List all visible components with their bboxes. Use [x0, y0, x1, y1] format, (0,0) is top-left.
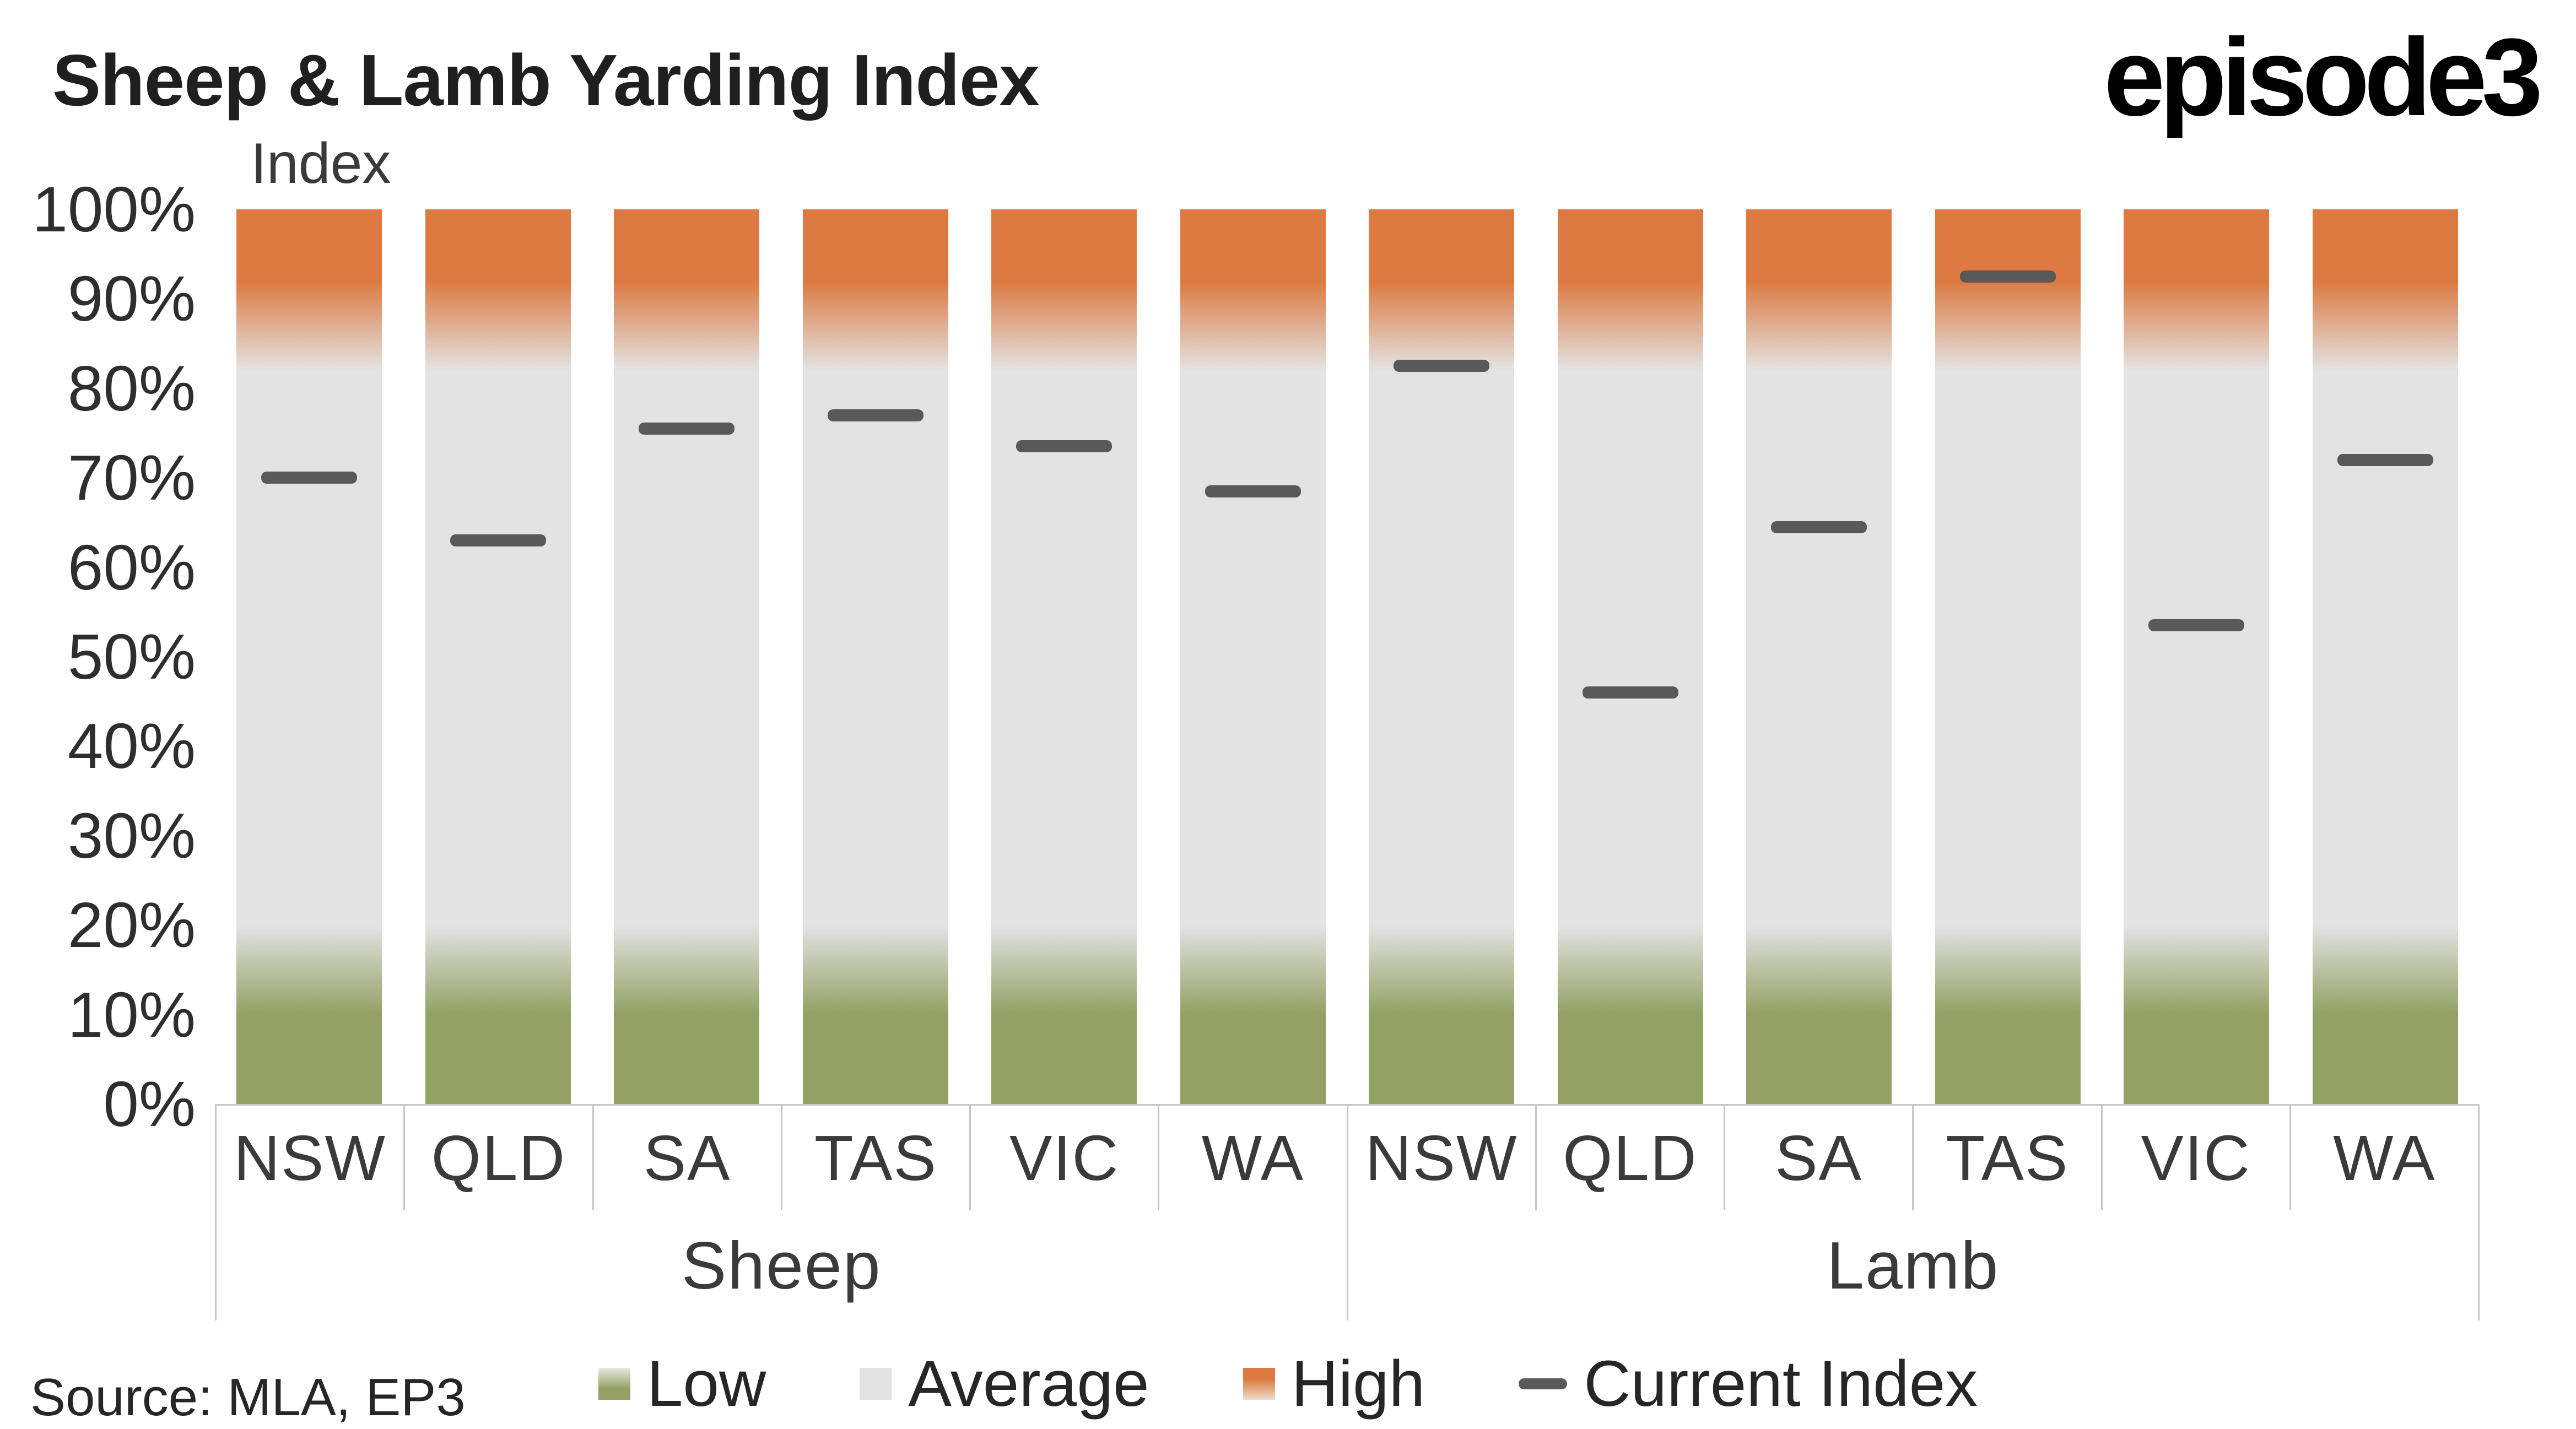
x-group-label: Lamb [1827, 1228, 2000, 1303]
bar-column [404, 209, 593, 1104]
legend-low-swatch [598, 1368, 630, 1400]
current-index-marker [827, 409, 924, 421]
legend-label: Current Index [1584, 1347, 1978, 1420]
current-index-marker [1394, 360, 1490, 372]
episode3-logo: episode3 [2104, 16, 2543, 139]
x-category-label: SA [594, 1106, 782, 1210]
range-bar [425, 209, 571, 1104]
current-index-marker [1205, 485, 1301, 497]
x-group-label: Sheep [217, 1210, 1348, 1320]
range-bar [802, 209, 948, 1104]
x-category-label: VIC [971, 1106, 1160, 1210]
current-index-marker [450, 534, 546, 546]
x-category-label: SA [1725, 1106, 1914, 1210]
y-tick-label: 40% [67, 710, 196, 782]
bar-column [1159, 209, 1348, 1104]
x-category-label: WA [2333, 1122, 2436, 1194]
range-bar [236, 209, 382, 1104]
bar-column [215, 209, 404, 1104]
x-category-label: TAS [1914, 1106, 2103, 1210]
legend-average-swatch [860, 1368, 892, 1400]
current-index-marker [2148, 619, 2245, 632]
current-index-marker [261, 472, 358, 484]
y-tick-label: 80% [67, 352, 196, 424]
legend-label: Average [908, 1347, 1149, 1420]
range-bar [1557, 209, 1703, 1104]
x-axis-category-row: NSW QLD SA TAS VIC WA NSW QLD SA TAS VIC WA [217, 1106, 2478, 1210]
current-index-marker [1959, 270, 2056, 283]
y-tick-label: 10% [67, 978, 196, 1051]
y-tick-label: 60% [67, 531, 196, 603]
y-tick-label: 50% [67, 621, 196, 692]
range-bar [1746, 209, 1892, 1104]
range-bar [2312, 209, 2458, 1104]
bar-column [2102, 209, 2291, 1104]
y-tick-label: 100% [32, 174, 196, 245]
current-index-marker [1582, 686, 1678, 699]
x-category-label: NSW [217, 1106, 406, 1210]
legend-item: Average [860, 1346, 1149, 1421]
y-tick-label: 30% [67, 799, 196, 872]
x-category-label: NSW [1348, 1106, 1537, 1210]
legend-label: Low [646, 1347, 766, 1420]
bar-column [2291, 209, 2480, 1104]
x-category-label: QLD [405, 1106, 594, 1210]
current-index-marker [2337, 453, 2433, 466]
range-bar [614, 209, 760, 1104]
x-category-label: QLD [1537, 1106, 1725, 1210]
bar-column [781, 209, 970, 1104]
current-index-marker [1771, 521, 1867, 533]
legend-current-index-swatch [1519, 1378, 1568, 1389]
range-bar [2124, 209, 2270, 1104]
legend-label: High [1291, 1347, 1425, 1420]
plot-area [215, 209, 2480, 1104]
range-bar [1935, 209, 2081, 1104]
current-index-marker [1016, 440, 1113, 453]
range-bar [991, 209, 1137, 1104]
bar-column [592, 209, 781, 1104]
x-category-label: TAS [782, 1106, 971, 1210]
bar-column [970, 209, 1159, 1104]
legend-item: High [1243, 1346, 1425, 1421]
legend: Low Average High Current Index [0, 1346, 2576, 1421]
legend-item: Current Index [1519, 1346, 1978, 1421]
y-axis-tick-labels: 0% 10% 20% 30% 40% 50% 60% 70% 80% 90% 100% [0, 174, 196, 1140]
bar-column [1347, 209, 1536, 1104]
y-tick-label: 20% [67, 889, 196, 961]
bar-column [1725, 209, 1914, 1104]
range-bar [1180, 209, 1326, 1104]
source-note: Source: MLA, EP3 [30, 1368, 466, 1427]
x-axis: NSW QLD SA TAS VIC WA NSW QLD SA TAS VIC WA Sheep La… [215, 1104, 2480, 1320]
y-tick-label: 0% [103, 1068, 196, 1140]
current-index-marker [639, 422, 735, 435]
x-category-label: VIC [2103, 1106, 2291, 1210]
y-tick-label: 90% [67, 263, 196, 335]
range-bar [1369, 209, 1515, 1104]
y-axis-title: Index [251, 132, 391, 196]
bar-column [1914, 209, 2103, 1104]
y-tick-label: 70% [67, 442, 196, 514]
legend-item: Low [598, 1346, 766, 1421]
chart-title: Sheep & Lamb Yarding Index [52, 40, 1040, 121]
bar-column [1536, 209, 1725, 1104]
legend-high-swatch [1243, 1368, 1275, 1400]
x-category-label: WA [1159, 1106, 1348, 1210]
x-axis-group-row: Sheep Lamb [217, 1210, 2478, 1320]
